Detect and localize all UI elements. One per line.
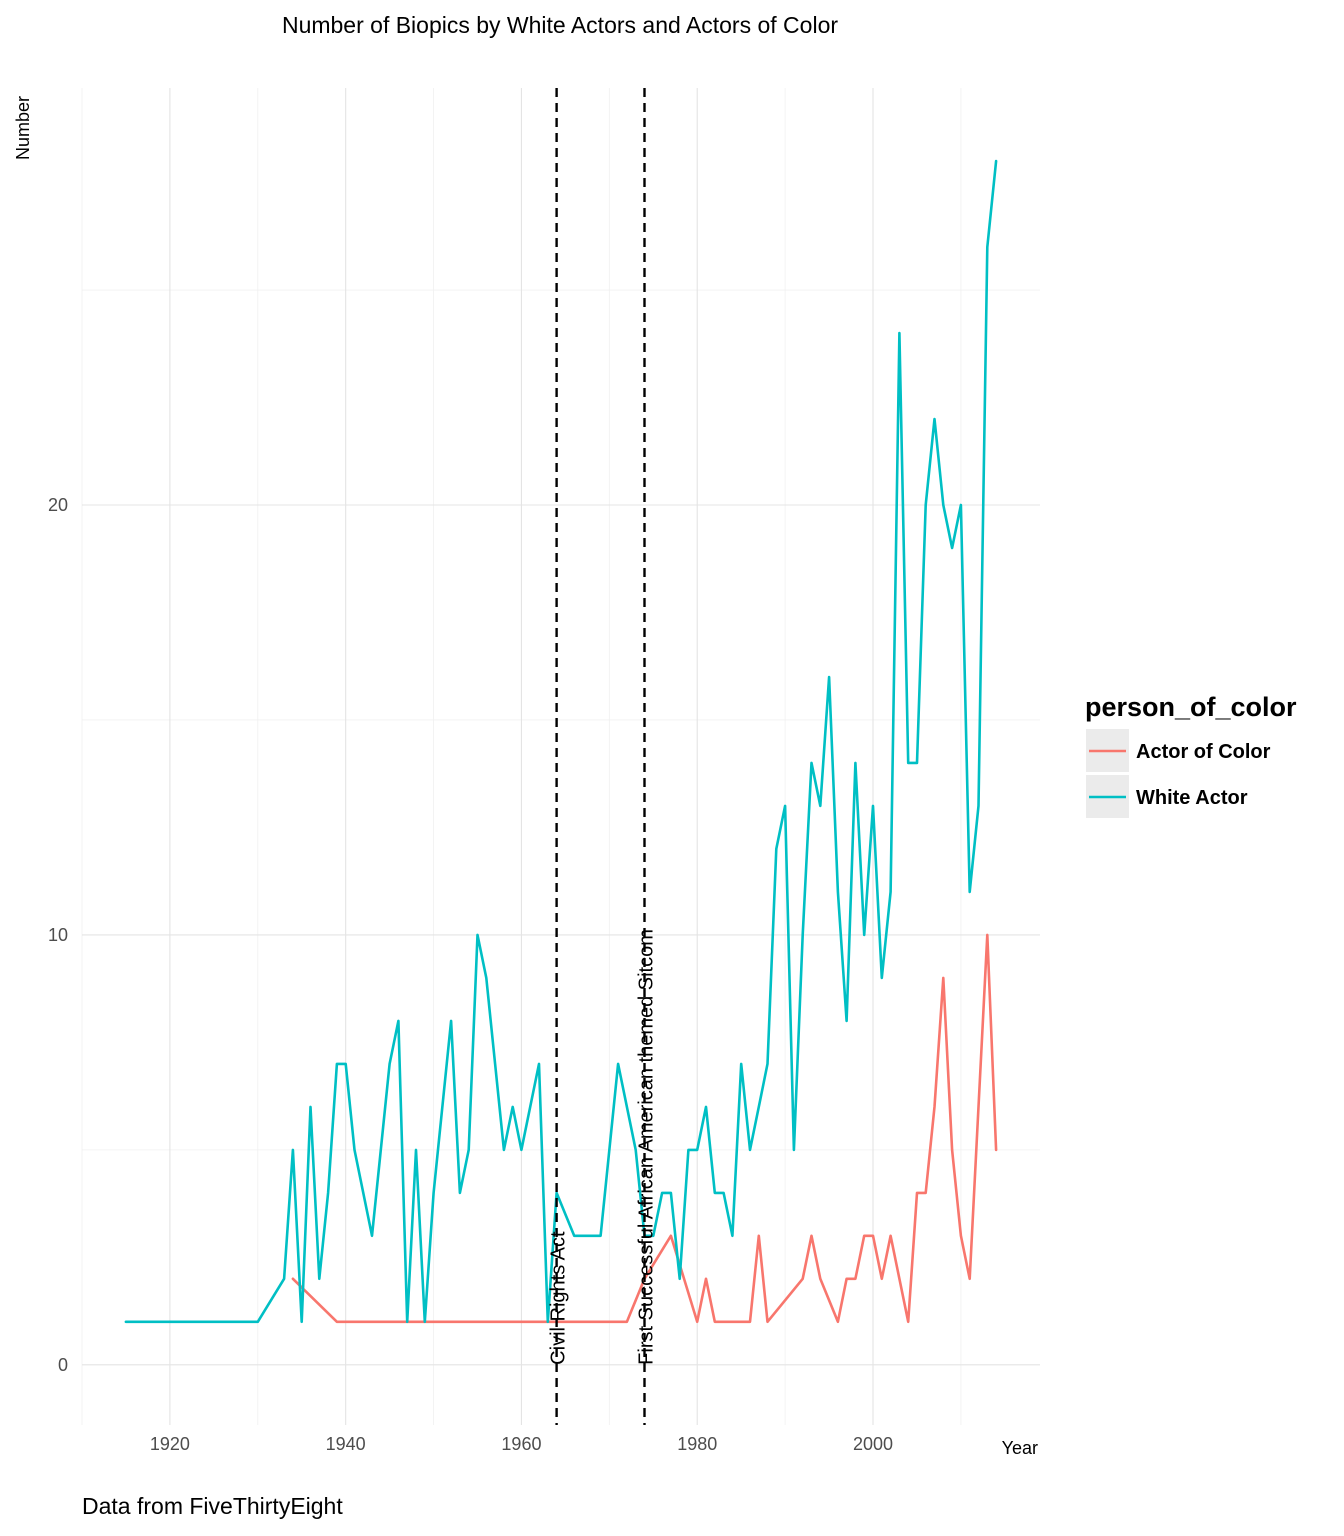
y-axis-title: Number xyxy=(13,96,33,160)
legend-label-white-actor: White Actor xyxy=(1136,787,1248,809)
x-axis-title: Year xyxy=(1002,1438,1038,1458)
legend: person_of_color Actor of Color White Act… xyxy=(1085,692,1297,818)
x-tick-label: 1980 xyxy=(677,1434,717,1454)
series-line-actor-of-color xyxy=(291,933,998,1324)
series-line-white-actor xyxy=(124,159,998,1324)
x-tick-label: 2000 xyxy=(853,1434,893,1454)
x-tick-label: 1920 xyxy=(150,1434,190,1454)
annotation-layer: Civil Rights Act First Successful African… xyxy=(548,88,657,1425)
series-layer xyxy=(124,159,998,1324)
legend-item-actor-of-color: Actor of Color xyxy=(1086,729,1271,772)
caption: Data from FiveThirtyEight xyxy=(82,1493,343,1519)
y-tick-label: 20 xyxy=(48,495,68,515)
y-tick-label: 10 xyxy=(48,925,68,945)
legend-item-white-actor: White Actor xyxy=(1086,775,1248,818)
grid-layer xyxy=(81,88,1040,1425)
chart-title: Number of Biopics by White Actors and Ac… xyxy=(282,12,838,38)
legend-label-actor-of-color: Actor of Color xyxy=(1136,741,1271,763)
x-tick-label: 1940 xyxy=(326,1434,366,1454)
tick-layer: 1920 1940 1960 1980 2000 0 10 20 xyxy=(48,495,893,1454)
x-tick-label: 1960 xyxy=(501,1434,541,1454)
annotation-label-1: Civil Rights Act xyxy=(548,1231,570,1365)
annotation-label-2: First Successful African American themed… xyxy=(635,929,657,1365)
legend-title: person_of_color xyxy=(1085,692,1297,722)
y-tick-label: 0 xyxy=(58,1355,68,1375)
